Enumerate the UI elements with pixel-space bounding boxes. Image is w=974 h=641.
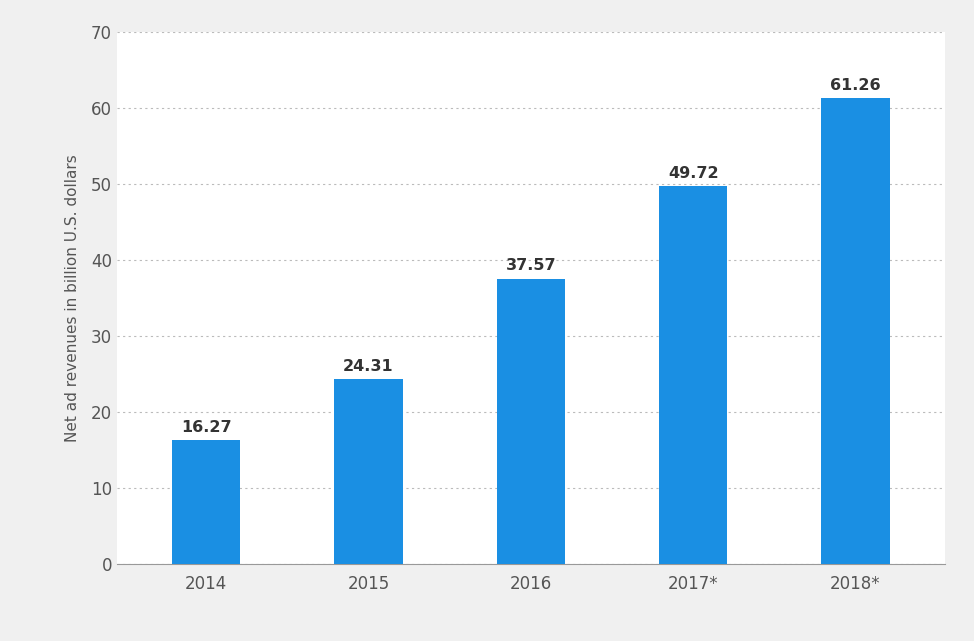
Text: 24.31: 24.31 (343, 359, 393, 374)
Bar (334, 379, 402, 564)
Bar (821, 99, 889, 564)
Text: 37.57: 37.57 (506, 258, 556, 273)
Bar (497, 279, 565, 564)
Bar (659, 186, 728, 564)
Text: 49.72: 49.72 (668, 166, 719, 181)
Y-axis label: Net ad revenues in billion U.S. dollars: Net ad revenues in billion U.S. dollars (65, 154, 80, 442)
Text: 16.27: 16.27 (181, 420, 232, 435)
Text: 61.26: 61.26 (830, 78, 880, 93)
Bar (172, 440, 241, 564)
